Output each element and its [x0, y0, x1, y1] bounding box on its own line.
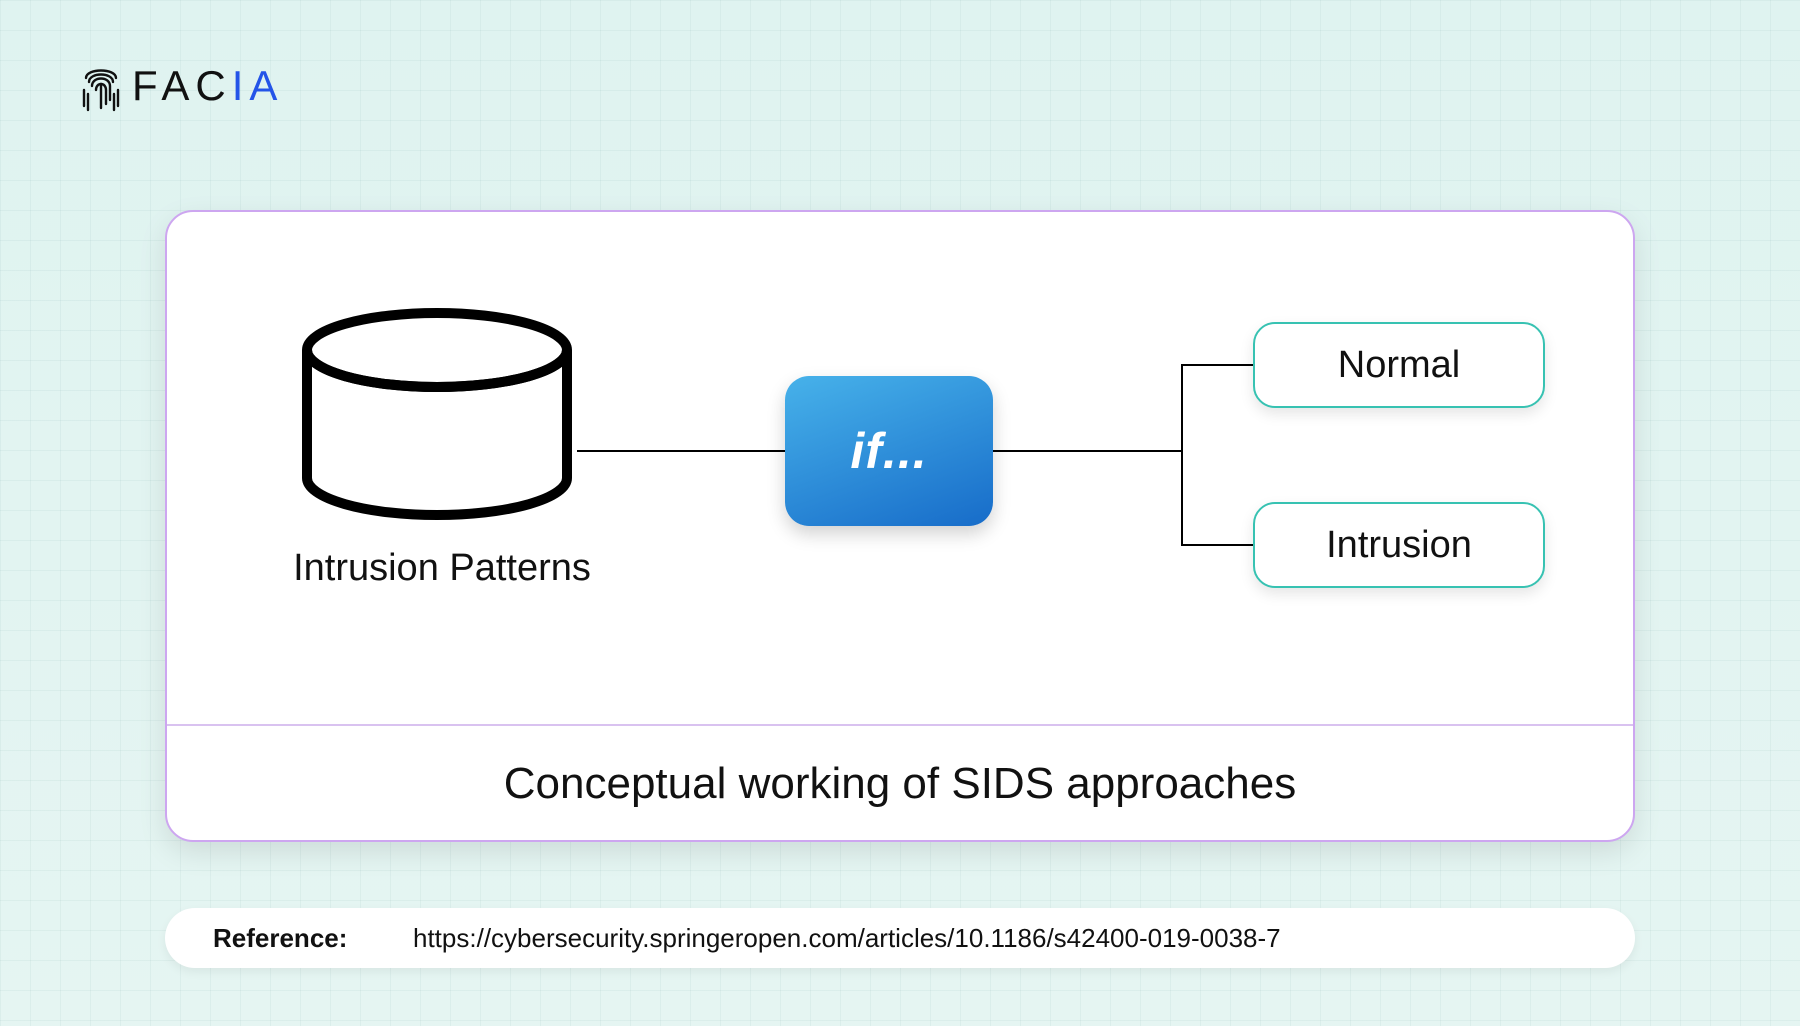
database-icon: [297, 308, 577, 523]
reference-url: https://cybersecurity.springeropen.com/a…: [413, 923, 1281, 954]
condition-node: if...: [785, 376, 993, 526]
fingerprint-icon: [80, 60, 122, 112]
outcome-normal: Normal: [1253, 322, 1545, 408]
condition-label: if...: [850, 422, 927, 480]
brand-wordmark: FACIA: [132, 62, 283, 110]
reference-label: Reference:: [213, 923, 413, 954]
outcome-intrusion: Intrusion: [1253, 502, 1545, 588]
edge-branch-to-intrusion: [1182, 451, 1253, 545]
diagram-caption: Conceptual working of SIDS approaches: [167, 724, 1633, 842]
reference-bar: Reference: https://cybersecurity.springe…: [165, 908, 1635, 968]
brand-logo: FACIA: [80, 60, 283, 112]
outcome-intrusion-label: Intrusion: [1326, 524, 1472, 567]
database-label: Intrusion Patterns: [257, 547, 627, 590]
brand-text-right: IA: [232, 62, 284, 109]
outcome-normal-label: Normal: [1338, 344, 1460, 387]
diagram-area: Intrusion Patterns if... Normal Intrusio…: [167, 212, 1633, 724]
edge-branch-to-normal: [1182, 365, 1253, 451]
brand-text-left: FAC: [132, 62, 232, 109]
diagram-card: Intrusion Patterns if... Normal Intrusio…: [165, 210, 1635, 842]
